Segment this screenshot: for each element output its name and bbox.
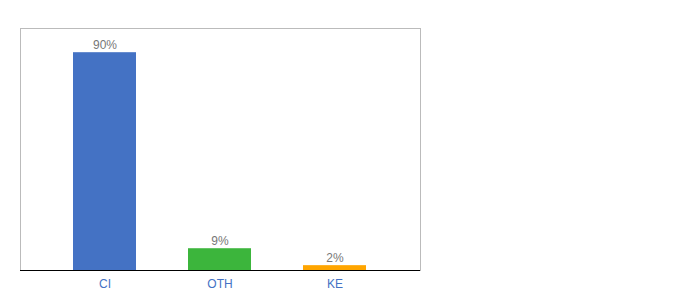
svg-text:CI: CI	[99, 277, 111, 291]
svg-text:90%: 90%	[93, 38, 117, 52]
svg-text:OTH: OTH	[207, 277, 232, 291]
svg-text:KE: KE	[327, 277, 343, 291]
svg-text:2%: 2%	[326, 251, 344, 265]
svg-text:9%: 9%	[211, 234, 229, 248]
